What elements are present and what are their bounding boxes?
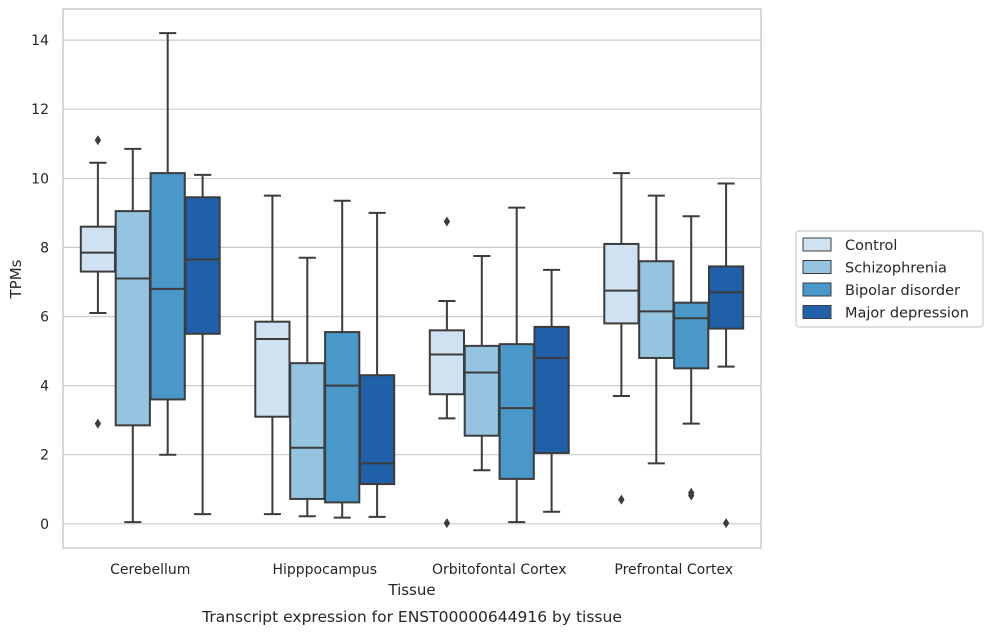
box-body (114, 210, 151, 427)
chart-caption: Transcript expression for ENST0000064491… (201, 608, 622, 626)
box-1-2 (324, 199, 361, 519)
y-axis-label: TPMs (7, 259, 25, 299)
legend-swatch (802, 237, 832, 252)
outlier-point (443, 518, 451, 529)
box-body (638, 260, 675, 359)
legend-swatch (802, 305, 832, 319)
y-tick-label: 0 (40, 517, 49, 533)
box-body (254, 320, 291, 418)
box-body (358, 374, 396, 486)
legend-label: Major depression (845, 306, 969, 322)
outlier-point (722, 518, 730, 529)
x-axis-label: Tissue (387, 581, 435, 599)
box-0-1 (114, 147, 151, 524)
legend-frame (795, 230, 984, 328)
outlier-point (618, 494, 625, 505)
legend-label: Schizophrenia (845, 261, 947, 277)
y-axis-ticks: 0 2 4 6 8 10 12 14 (31, 33, 49, 533)
y-tick-label: 4 (40, 379, 49, 395)
boxes (79, 32, 745, 529)
outlier-point (94, 135, 102, 146)
legend-swatch (802, 260, 832, 274)
x-axis-ticks: Cerebellum Hipppocampus Orbitofontal Corte… (110, 562, 733, 578)
box-body (289, 362, 326, 500)
box-0-0 (79, 135, 117, 429)
x-tick-label: Hipppocampus (272, 562, 377, 578)
y-tick-label: 14 (31, 33, 49, 49)
x-tick-label: Orbitofontal Cortex (432, 562, 567, 578)
y-tick-label: 6 (40, 310, 49, 326)
box-body (428, 329, 466, 396)
box-body (463, 344, 500, 437)
legend-label: Bipolar disorder (845, 283, 960, 299)
box-1-1 (289, 256, 326, 518)
box-body (498, 343, 535, 480)
box-3-2 (673, 215, 710, 501)
legend-label: Control (845, 238, 897, 254)
box-body (707, 265, 745, 330)
box-3-0 (603, 172, 640, 505)
box-body (324, 331, 361, 504)
y-tick-label: 2 (40, 448, 49, 464)
box-1-3 (358, 211, 396, 518)
box-2-2 (498, 206, 535, 524)
box-2-1 (463, 255, 500, 472)
y-tick-label: 12 (31, 102, 49, 118)
x-tick-label: Cerebellum (110, 562, 190, 578)
outlier-point (688, 487, 695, 498)
box-2-0 (428, 216, 466, 529)
box-body (79, 225, 117, 273)
y-tick-label: 8 (40, 240, 49, 256)
box-2-3 (533, 268, 570, 513)
legend: Control Schizophrenia Bipolar disorder Majo… (795, 230, 984, 328)
plot-frame (62, 8, 762, 549)
box-body (533, 325, 570, 454)
box-3-1 (638, 194, 675, 465)
box-0-2 (149, 32, 186, 456)
box-0-3 (184, 173, 221, 516)
box-body (149, 172, 186, 401)
y-tick-label: 10 (31, 171, 49, 187)
box-body (184, 196, 221, 335)
outlier-point (94, 418, 102, 429)
box-body (603, 242, 640, 325)
outlier-point (443, 216, 451, 227)
x-tick-label: Prefrontal Cortex (614, 562, 733, 578)
legend-swatch (802, 282, 832, 297)
box-body (673, 301, 710, 370)
box-3-3 (707, 182, 745, 529)
box-1-0 (254, 194, 291, 516)
